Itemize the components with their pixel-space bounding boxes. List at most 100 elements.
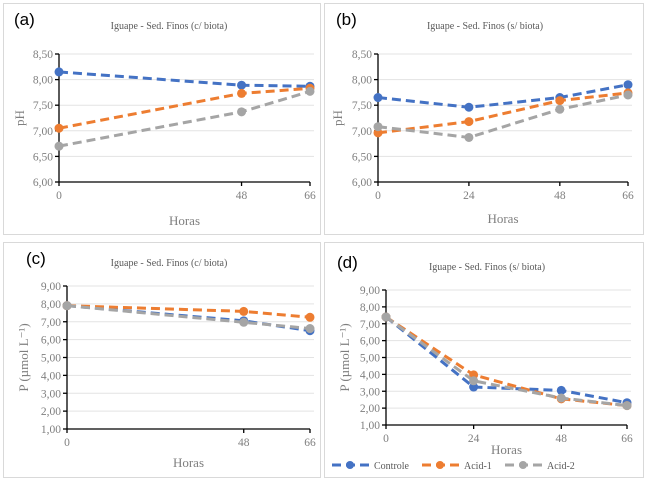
data-point-controle — [54, 67, 64, 77]
panel-label: (b) — [336, 10, 357, 29]
y-tick-label: 1,00 — [41, 424, 61, 436]
data-point-acid-2 — [305, 324, 315, 334]
data-point-acid-2 — [464, 132, 474, 142]
series-line-acid-1 — [377, 91, 629, 135]
y-axis-title: P (µmol L⁻¹) — [16, 323, 31, 391]
series-line-acid-2 — [377, 93, 629, 139]
legend-swatch-marker — [519, 461, 527, 469]
data-point-acid-2 — [54, 141, 64, 151]
y-tick-label: 7,50 — [33, 100, 53, 112]
data-point-controle — [556, 385, 566, 395]
y-tick-label: 7,00 — [41, 317, 61, 329]
data-point-acid-1 — [555, 96, 565, 106]
chart-panel-d: (d) Iguape - Sed. Finos (s/ biota) 1,00 2,0… — [324, 242, 644, 478]
legend-item-acid-1: Acid-1 — [422, 461, 492, 472]
data-point-acid-1 — [237, 88, 247, 98]
y-tick-label: 6,00 — [41, 335, 61, 347]
legend-label: Controle — [374, 461, 410, 472]
x-tick-label: 0 — [64, 437, 70, 449]
x-tick-label: 48 — [556, 433, 568, 445]
x-tick-label: 24 — [463, 190, 475, 202]
series-line-acid-1 — [385, 315, 628, 408]
panel-label: (d) — [337, 253, 358, 272]
y-tick-label: 8,00 — [352, 75, 372, 87]
legend-label: Acid-2 — [547, 461, 575, 472]
y-tick-label: 6,50 — [352, 151, 372, 163]
y-tick-label: 9,00 — [360, 285, 380, 297]
data-point-acid-1 — [239, 306, 249, 316]
data-point-acid-2 — [622, 401, 632, 411]
x-tick-label: 48 — [554, 190, 566, 202]
data-point-acid-2 — [237, 107, 247, 117]
data-point-controle — [464, 102, 474, 112]
series-line-acid-2 — [385, 315, 628, 408]
chart-panel-a: (a) Iguape - Sed. Finos (c/ biota) 6,00 6,5… — [3, 3, 321, 235]
y-tick-label: 2,00 — [360, 403, 380, 415]
chart-panel-b: (b) Iguape - Sed. Finos (s/ biota) 6,00 6,5… — [324, 3, 644, 235]
data-point-controle — [623, 80, 633, 90]
y-tick-label: 8,00 — [33, 75, 53, 87]
y-tick-label: 5,00 — [41, 353, 61, 365]
y-tick-label: 5,00 — [360, 353, 380, 365]
x-tick-label: 48 — [236, 190, 248, 202]
series-line-controle — [377, 83, 629, 109]
y-tick-label: 8,00 — [41, 299, 61, 311]
y-tick-label: 7,00 — [352, 126, 372, 138]
data-point-acid-1 — [54, 123, 64, 133]
data-point-acid-1 — [464, 117, 474, 127]
legend-item-acid-2: Acid-2 — [505, 461, 575, 472]
y-axis-title: pH — [330, 110, 345, 126]
series-line-acid-2 — [58, 89, 311, 148]
y-tick-label: 9,00 — [41, 281, 61, 293]
legend-swatch-marker — [436, 461, 444, 469]
x-tick-label: 0 — [56, 190, 62, 202]
data-point-acid-1 — [305, 312, 315, 322]
data-point-controle — [469, 382, 479, 392]
y-tick-label: 6,50 — [33, 151, 53, 163]
chart-c-svg: (c) Iguape - Sed. Finos (c/ biota) 1,00 2,0… — [16, 249, 316, 470]
panel-label: (a) — [14, 10, 35, 29]
chart-title: Iguape - Sed. Finos (s/ biota) — [429, 262, 545, 273]
data-point-acid-2 — [381, 312, 391, 322]
y-tick-label: 7,00 — [360, 319, 380, 331]
data-point-acid-2 — [239, 317, 249, 327]
y-tick-label: 2,00 — [41, 406, 61, 418]
data-point-acid-2 — [555, 104, 565, 114]
y-tick-label: 1,00 — [360, 420, 380, 432]
data-point-acid-2 — [305, 86, 315, 96]
y-tick-label: 3,00 — [360, 386, 380, 398]
legend-label: Acid-1 — [464, 461, 492, 472]
x-tick-label: 66 — [621, 433, 633, 445]
data-point-controle — [373, 93, 383, 103]
legend-swatch-marker — [346, 461, 354, 469]
x-tick-label: 24 — [468, 433, 480, 445]
chart-panel-c: (c) Iguape - Sed. Finos (c/ biota) 1,00 2,0… — [3, 242, 321, 478]
x-tick-label: 66 — [304, 190, 316, 202]
x-tick-label: 0 — [375, 190, 381, 202]
x-axis-title: Horas — [173, 455, 204, 470]
series-line-acid-2 — [66, 304, 311, 331]
y-tick-label: 8,50 — [33, 49, 53, 61]
y-tick-label: 3,00 — [41, 388, 61, 400]
y-tick-label: 8,50 — [352, 49, 372, 61]
data-point-controle — [237, 80, 247, 90]
y-tick-label: 6,00 — [360, 336, 380, 348]
x-axis-title: Horas — [491, 442, 522, 457]
series-line-controle — [385, 315, 628, 405]
y-axis-title: pH — [12, 110, 27, 126]
chart-title: Iguape - Sed. Finos (s/ biota) — [427, 21, 543, 32]
y-tick-label: 4,00 — [360, 369, 380, 381]
series-line-acid-1 — [66, 304, 311, 319]
x-tick-label: 48 — [238, 437, 250, 449]
y-tick-label: 6,00 — [352, 177, 372, 189]
data-point-acid-2 — [62, 301, 72, 311]
chart-b-svg: (b) Iguape - Sed. Finos (s/ biota) 6,00 6,5… — [330, 10, 634, 226]
y-axis-title: P (µmol L⁻¹) — [337, 323, 352, 391]
data-point-acid-2 — [556, 393, 566, 403]
legend-item-controle: Controle — [332, 461, 410, 472]
y-tick-label: 7,50 — [352, 100, 372, 112]
y-tick-label: 6,00 — [33, 177, 53, 189]
chart-a-svg: (a) Iguape - Sed. Finos (c/ biota) 6,00 6,5… — [12, 10, 316, 228]
x-tick-label: 66 — [622, 190, 634, 202]
panel-label: (c) — [26, 249, 46, 268]
